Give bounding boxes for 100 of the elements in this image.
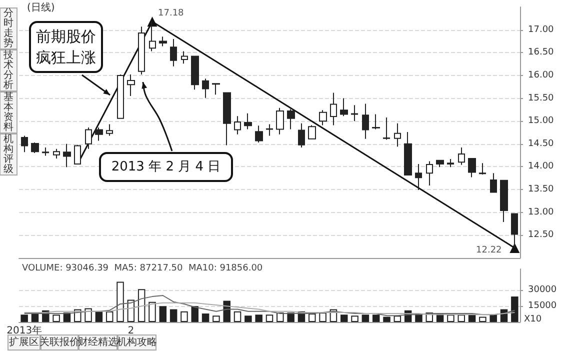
candlestick — [95, 126, 103, 142]
candlestick — [31, 142, 39, 154]
text: 基本资料 — [4, 91, 14, 133]
bar — [490, 314, 497, 322]
candlestick — [244, 112, 252, 130]
bar — [362, 314, 370, 322]
candlestick — [308, 124, 316, 140]
x-tick-label: 2013年 — [6, 324, 42, 336]
bar — [159, 306, 167, 322]
candlestick — [319, 110, 327, 126]
annotation: 12.22 — [476, 246, 502, 256]
candlestick — [426, 160, 433, 186]
candlestick — [234, 116, 241, 135]
candlestick — [287, 108, 295, 130]
annotation: VOLUME: 93046.39 MA5: 87217.50 MA10: 91856.00 — [22, 264, 263, 274]
candlestick — [127, 74, 135, 96]
candlestick — [415, 163, 422, 190]
bar — [212, 316, 220, 322]
bar — [202, 314, 210, 322]
candlestick — [223, 92, 231, 146]
bar — [394, 316, 402, 322]
candlestick — [372, 114, 380, 130]
bar — [255, 314, 262, 322]
candlestick — [117, 74, 124, 119]
candlestick — [170, 38, 177, 67]
bar — [52, 314, 60, 322]
bar — [266, 314, 274, 322]
text: 关联报价 — [40, 336, 80, 348]
bar — [191, 306, 199, 322]
text: 扩展区 — [9, 336, 39, 348]
y-tick-label: 30000 — [528, 285, 557, 296]
line-series — [24, 302, 516, 316]
bar — [340, 314, 348, 322]
bar — [351, 316, 358, 322]
x-tick-label: 2 — [128, 326, 134, 336]
bar — [84, 308, 92, 322]
candlestick — [53, 148, 60, 160]
y-tick-label: 12.50 — [528, 230, 554, 240]
candlestick — [138, 26, 145, 76]
bar — [234, 311, 242, 322]
text: 财经精选 — [78, 336, 118, 348]
y-tick-label: 13.00 — [528, 207, 554, 218]
candlestick — [479, 162, 486, 175]
candlestick — [191, 56, 199, 90]
candlestick — [383, 116, 390, 140]
y-tick-label: 14.50 — [528, 138, 554, 149]
bar — [20, 314, 28, 322]
candlestick — [298, 122, 305, 148]
bar — [479, 316, 486, 322]
candlestick — [394, 122, 401, 148]
annotation: 前期股价疯狂上涨 — [36, 28, 96, 66]
candlestick — [447, 158, 454, 168]
y-tick-label: 17.00 — [528, 24, 554, 35]
bar — [138, 289, 146, 322]
candlestick — [255, 125, 263, 144]
bar — [276, 312, 284, 322]
bar — [372, 314, 380, 322]
candlestick — [202, 78, 209, 98]
candlestick — [362, 103, 369, 140]
bar — [319, 312, 326, 322]
annotation: 2013 年 2 月 4 日 — [111, 160, 221, 174]
candlestick — [500, 180, 508, 222]
bar — [383, 316, 390, 322]
text: 分时走势 — [4, 7, 14, 49]
candlestick — [21, 135, 28, 153]
candlestick — [106, 124, 113, 136]
y-tick-label: 15.50 — [528, 93, 554, 104]
text: X10 — [524, 314, 542, 324]
bar — [458, 314, 465, 322]
candlestick — [330, 92, 337, 126]
bar — [308, 314, 316, 322]
candlestick — [85, 126, 92, 150]
annotation: 17.18 — [158, 8, 184, 18]
candlestick — [63, 143, 71, 168]
candlestick — [436, 160, 444, 168]
bar — [116, 282, 124, 322]
candlestick — [276, 107, 284, 135]
y-tick-label: 16.00 — [528, 70, 554, 80]
bar — [170, 309, 178, 322]
y-tick-label: 16.50 — [528, 48, 554, 58]
candlestick — [266, 124, 273, 136]
candlestick — [404, 132, 412, 176]
text: 技术分析 — [2, 49, 14, 91]
bar — [468, 314, 476, 322]
candlestick — [458, 147, 465, 166]
candlestick — [490, 172, 497, 193]
bar — [511, 296, 518, 322]
y-tick-label: 14.00 — [528, 162, 554, 172]
y-tick-label: 15.00 — [528, 116, 554, 126]
candlestick — [159, 36, 167, 47]
bar — [31, 314, 39, 322]
candlestick — [212, 82, 220, 96]
bar — [244, 316, 252, 322]
candlestick — [42, 147, 49, 156]
bar — [106, 311, 114, 322]
text: 机构评级 — [2, 133, 14, 175]
candlestick — [468, 158, 476, 178]
text: 机构攻略 — [117, 336, 157, 348]
candlestick — [340, 98, 348, 117]
candlestick — [74, 144, 81, 164]
